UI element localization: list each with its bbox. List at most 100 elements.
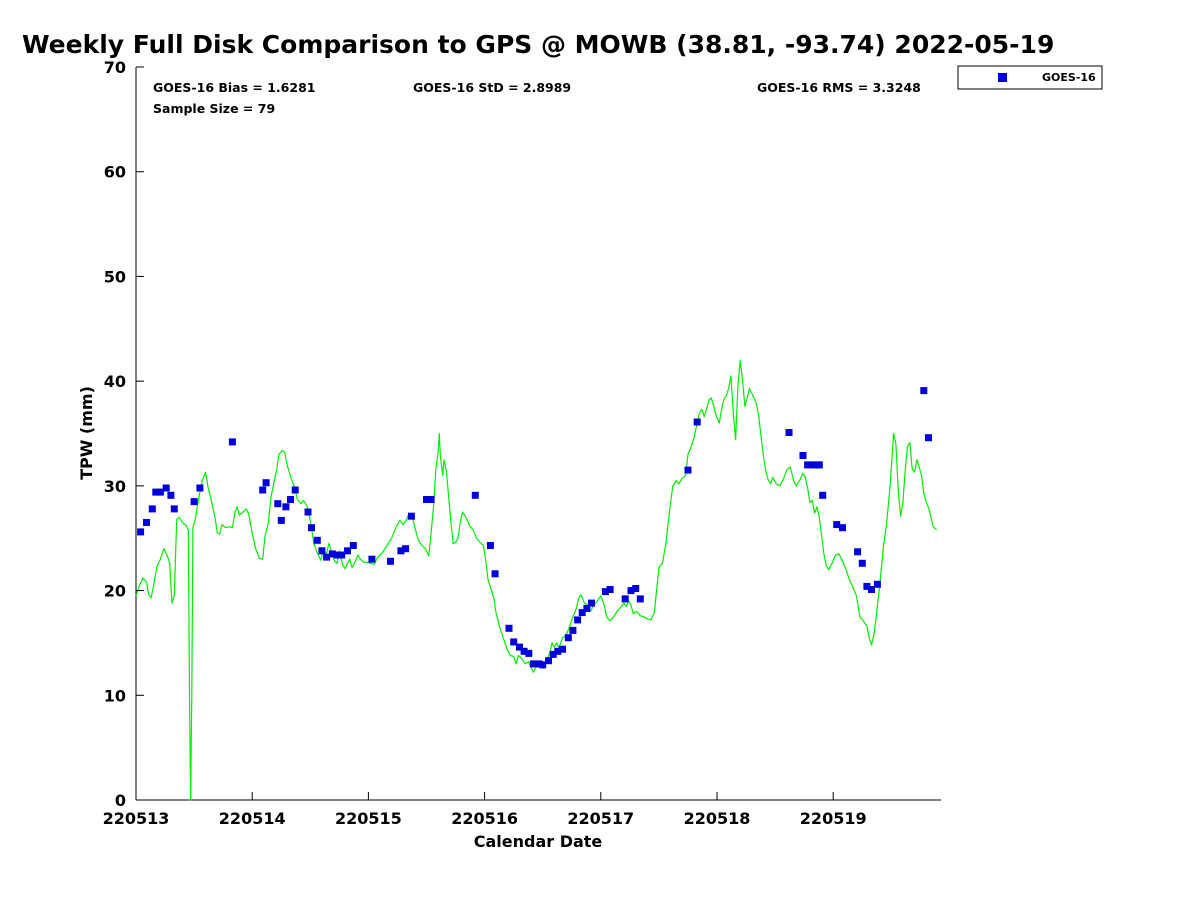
- y-tick-label: 50: [104, 267, 126, 286]
- x-tick-label: 220517: [567, 809, 634, 828]
- gps-line-layer: [135, 359, 937, 801]
- goes-data-point: [545, 657, 552, 665]
- goes-data-point: [636, 595, 644, 603]
- goes-data-point: [423, 496, 430, 503]
- goes-data-point: [510, 638, 518, 646]
- goes-data-point: [308, 524, 315, 532]
- y-tick-label: 70: [104, 58, 126, 77]
- goes-data-point: [282, 503, 290, 511]
- goes-data-point: [815, 461, 823, 469]
- x-axis-label: Calendar Date: [474, 832, 603, 851]
- goes-data-point: [873, 580, 881, 588]
- sample-size-stat: Sample Size = 79: [153, 101, 275, 116]
- goes-data-point: [259, 486, 267, 494]
- goes-data-point: [804, 461, 812, 469]
- goes-data-point: [262, 479, 270, 487]
- goes-data-point: [333, 551, 341, 559]
- goes-data-point: [858, 559, 866, 567]
- x-tick-label: 220518: [684, 809, 751, 828]
- goes-data-point: [854, 548, 862, 556]
- goes-data-point: [693, 418, 701, 426]
- goes-data-point: [318, 547, 326, 555]
- goes-data-point: [621, 595, 629, 603]
- goes-data-point: [402, 545, 410, 553]
- y-tick-label: 10: [104, 686, 126, 705]
- y-tick-label: 0: [115, 791, 126, 810]
- goes-data-point: [578, 609, 586, 617]
- goes-data-point: [162, 484, 170, 492]
- y-tick-label: 20: [104, 582, 126, 601]
- goes-data-point: [274, 500, 282, 508]
- goes-data-point: [925, 434, 932, 442]
- goes-data-point: [427, 496, 435, 503]
- x-tick-label: 220515: [335, 809, 402, 828]
- rms-stat: GOES-16 RMS = 3.3248: [757, 80, 921, 95]
- goes-data-point: [583, 604, 591, 612]
- goes-data-point: [505, 624, 513, 632]
- goes-data-point: [516, 643, 523, 651]
- legend: GOES-16: [957, 65, 1103, 90]
- legend-label: GOES-16: [1042, 71, 1096, 84]
- goes-data-point: [799, 452, 807, 459]
- goes-data-point: [349, 542, 357, 549]
- std-stat: GOES-16 StD = 2.8989: [413, 80, 571, 95]
- goes-data-point: [368, 555, 376, 563]
- x-ticks: 220513 220514 220515 220516 220517 220518 2205…: [103, 792, 867, 828]
- goes-data-point: [407, 512, 415, 520]
- legend-box: [957, 65, 1103, 90]
- goes-data-point: [785, 429, 793, 436]
- goes-data-point: [156, 488, 164, 496]
- goes-data-point: [684, 466, 692, 474]
- goes-data-point: [868, 586, 875, 593]
- goes-data-point: [863, 582, 871, 590]
- x-tick-label: 220513: [103, 809, 170, 828]
- goes-data-point: [564, 634, 572, 642]
- goes-data-point: [574, 616, 582, 624]
- goes-data-point: [304, 508, 312, 516]
- goes-data-point: [328, 550, 336, 558]
- y-tick-label: 40: [104, 372, 126, 391]
- goes-data-point: [397, 547, 405, 555]
- goes-data-point: [606, 586, 614, 593]
- goes-data-point: [839, 524, 846, 532]
- gps-series-line: [135, 359, 937, 801]
- goes-data-point: [167, 491, 175, 499]
- goes-data-point: [920, 387, 928, 395]
- chart-title: Weekly Full Disk Comparison to GPS @ MOW…: [22, 30, 1055, 59]
- goes-data-point: [344, 547, 351, 555]
- goes-data-point: [277, 516, 285, 524]
- goes-data-point: [491, 570, 499, 578]
- goes-data-point: [588, 599, 595, 607]
- goes-data-point: [190, 498, 198, 506]
- bias-stat: GOES-16 Bias = 1.6281: [153, 80, 315, 95]
- y-tick-label: 30: [104, 477, 126, 496]
- goes-data-point: [338, 551, 346, 559]
- goes-data-point: [170, 505, 178, 513]
- y-ticks: 0 10 20 30 40 50 60 70: [104, 58, 144, 810]
- goes-points-layer: [137, 387, 932, 669]
- x-tick-label: 220514: [219, 809, 286, 828]
- goes-data-point: [137, 528, 145, 536]
- goes-data-point: [143, 519, 150, 526]
- goes-data-point: [228, 438, 236, 446]
- y-axis-label: TPW (mm): [77, 386, 96, 480]
- goes-data-point: [554, 647, 562, 655]
- goes-data-point: [559, 645, 566, 653]
- goes-data-point: [313, 536, 321, 544]
- goes-data-point: [549, 650, 557, 658]
- goes-data-point: [601, 588, 609, 596]
- goes-data-point: [486, 542, 494, 549]
- x-tick-label: 220516: [451, 809, 518, 828]
- goes-data-point: [323, 553, 331, 561]
- x-tick-label: 220519: [800, 809, 867, 828]
- goes-data-point: [525, 649, 533, 657]
- goes-data-point: [833, 521, 841, 529]
- goes-data-point: [287, 496, 294, 503]
- goes-data-point: [148, 505, 156, 513]
- goes-data-point: [539, 661, 547, 669]
- y-tick-label: 60: [104, 163, 126, 182]
- goes-data-point: [196, 484, 204, 492]
- goes-data-point: [627, 587, 635, 595]
- legend-marker: [998, 73, 1007, 82]
